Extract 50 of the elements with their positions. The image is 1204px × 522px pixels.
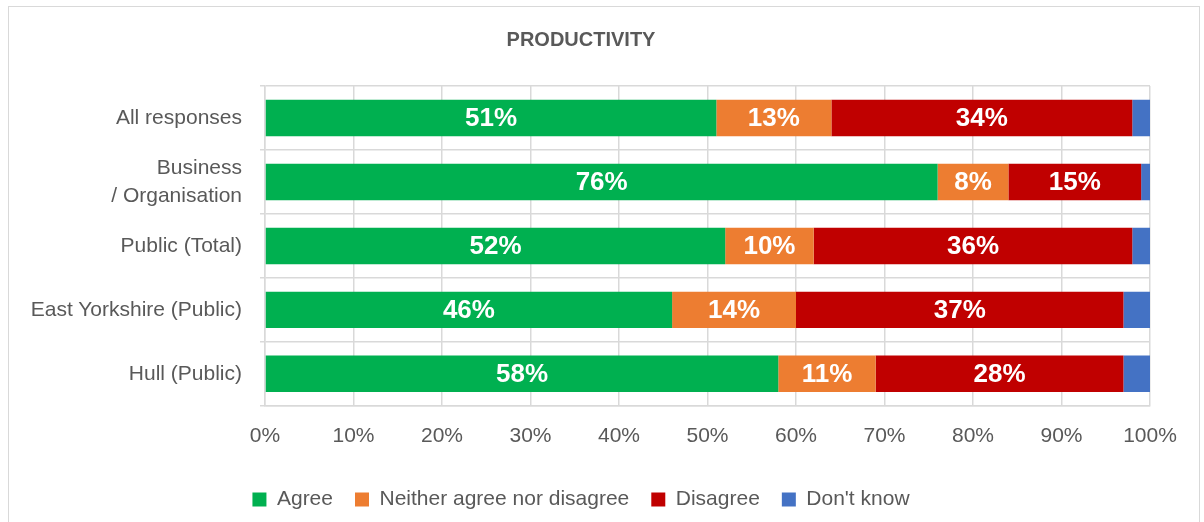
bar — [265, 355, 779, 393]
bar — [875, 355, 1124, 393]
data-label: 76% — [575, 166, 628, 197]
y-tick-label: Public (Total) — [120, 232, 242, 256]
bar — [1132, 99, 1150, 137]
bar — [813, 227, 1133, 265]
data-label: 36% — [946, 230, 1000, 261]
bar — [265, 163, 938, 201]
x-tick-label: 80% — [951, 423, 995, 447]
data-label: 15% — [1048, 166, 1101, 197]
x-tick-label: 70% — [863, 423, 906, 447]
data-label: 11% — [801, 357, 853, 388]
legend-label: Disagree — [675, 486, 760, 510]
legend-label: Don't know — [806, 486, 911, 510]
x-tick-label: 20% — [420, 423, 464, 447]
bar — [1141, 163, 1150, 201]
data-label: 58% — [496, 357, 549, 388]
data-label: 28% — [973, 357, 1026, 388]
data-label: 51% — [465, 102, 518, 133]
bar — [265, 227, 726, 265]
y-tick-label: All responses — [115, 104, 242, 128]
data-label: 46% — [442, 294, 495, 325]
x-tick-label: 30% — [509, 423, 552, 447]
legend-label: Agree — [276, 486, 333, 510]
bar — [265, 99, 717, 137]
bar — [831, 99, 1133, 137]
bar — [1123, 355, 1150, 393]
y-tick-label: Business / Organisation — [111, 154, 242, 206]
x-tick-label: 60% — [774, 423, 818, 447]
bar — [1132, 227, 1150, 265]
data-label: 8% — [954, 166, 992, 197]
data-label: 14% — [708, 294, 761, 325]
chart-title: PRODUCTIVITY — [506, 27, 657, 50]
bar — [265, 291, 673, 329]
data-label: 10% — [743, 230, 796, 261]
x-tick-label: 10% — [332, 423, 375, 447]
y-tick-label: Hull (Public) — [128, 360, 242, 384]
x-tick-label: 50% — [686, 423, 729, 447]
legend-label: Neither agree nor disagree — [379, 486, 630, 510]
y-tick-label: East Yorkshire (Public) — [30, 296, 242, 320]
x-tick-label: 100% — [1123, 423, 1177, 447]
bar — [796, 291, 1124, 329]
x-tick-label: 40% — [597, 423, 641, 447]
data-label: 37% — [933, 294, 986, 325]
bar — [1123, 291, 1150, 329]
data-label: 52% — [469, 230, 522, 261]
data-label: 34% — [955, 102, 1008, 133]
data-label: 13% — [747, 102, 800, 133]
x-tick-label: 90% — [1040, 423, 1083, 447]
x-tick-label: 0% — [249, 423, 281, 447]
